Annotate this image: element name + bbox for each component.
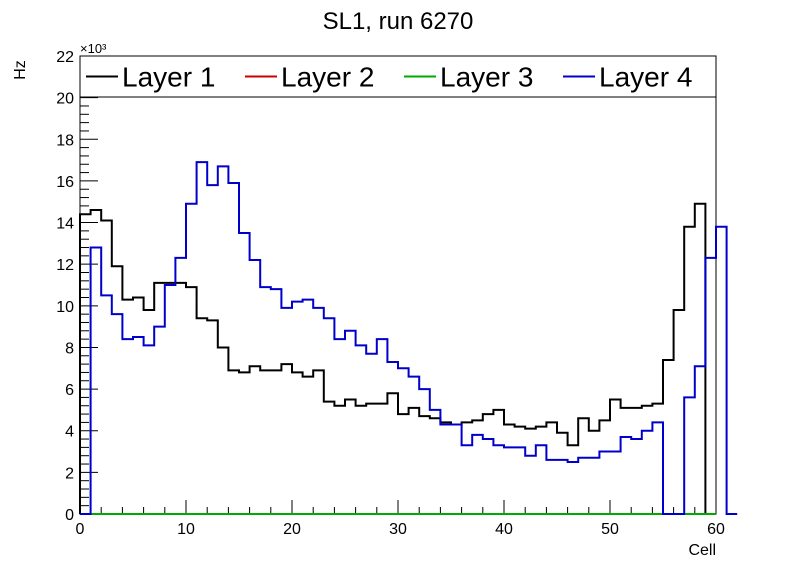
series-line-layer-4 [80, 161, 738, 515]
y-tick-label: 22 [56, 49, 74, 66]
y-tick-label: 10 [56, 299, 74, 316]
y-tick-label: 6 [65, 382, 74, 399]
x-tick-label: 40 [495, 521, 513, 538]
y-tick-label: 4 [65, 424, 74, 441]
y-axis-label: Hz [12, 60, 29, 80]
x-axis-label: Cell [688, 542, 716, 559]
x-tick-label: 50 [601, 521, 619, 538]
x-tick-label: 10 [177, 521, 195, 538]
x-tick-label: 0 [76, 521, 85, 538]
y-tick-label: 8 [65, 340, 74, 357]
y-tick-label: 12 [56, 257, 74, 274]
y-tick-label: 18 [56, 132, 74, 149]
legend-label-layer-3: Layer 3 [440, 62, 533, 93]
x-tick-label: 30 [389, 521, 407, 538]
legend-box [79, 55, 717, 98]
y-tick-label: 14 [56, 216, 74, 233]
series-line-layer-1 [79, 202, 716, 515]
x-tick-label: 60 [707, 521, 725, 538]
y-tick-label: 20 [56, 91, 74, 108]
y-tick-label: 2 [65, 465, 74, 482]
chart-title: SL1, run 6270 [323, 8, 474, 35]
legend-label-layer-1: Layer 1 [122, 62, 215, 93]
y-tick-label: 0 [65, 507, 74, 524]
legend-label-layer-2: Layer 2 [281, 62, 374, 93]
legend-label-layer-4: Layer 4 [599, 62, 692, 93]
y-axis-multiplier: ×10³ [80, 41, 107, 56]
y-tick-label: 16 [56, 174, 74, 191]
x-tick-label: 20 [283, 521, 301, 538]
